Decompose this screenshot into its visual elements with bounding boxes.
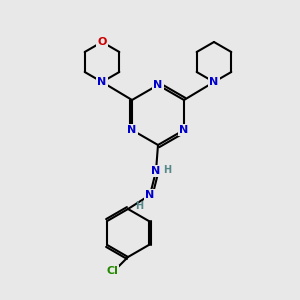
Text: H: H [163,165,171,175]
Text: N: N [98,77,106,87]
Text: N: N [209,77,219,87]
Text: H: H [135,201,143,211]
Text: N: N [179,125,189,135]
Text: N: N [153,80,163,90]
Text: N: N [152,166,160,176]
Text: N: N [128,125,136,135]
Text: Cl: Cl [106,266,118,276]
Text: N: N [146,190,154,200]
Text: O: O [97,37,107,47]
